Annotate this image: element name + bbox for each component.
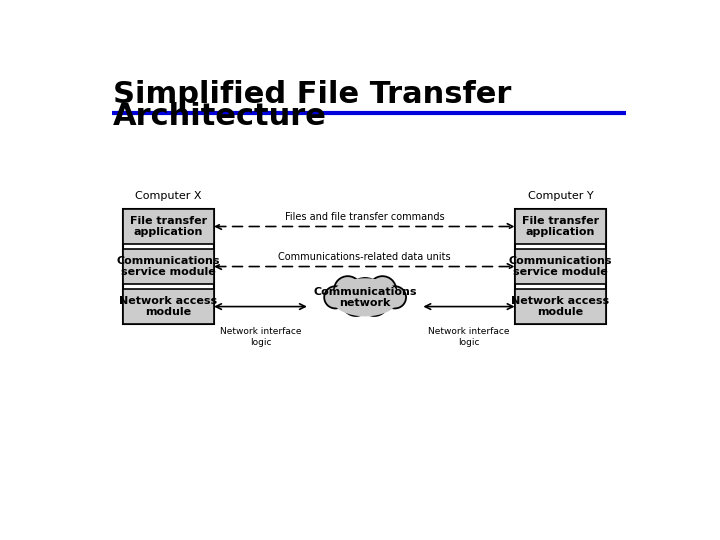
Circle shape xyxy=(334,276,361,303)
Text: Simplified File Transfer: Simplified File Transfer xyxy=(113,80,512,109)
Text: Network access
module: Network access module xyxy=(120,296,217,318)
FancyBboxPatch shape xyxy=(122,289,214,325)
Circle shape xyxy=(369,276,396,303)
Text: Communications
service module: Communications service module xyxy=(508,256,612,278)
Text: Communications
service module: Communications service module xyxy=(117,256,220,278)
FancyBboxPatch shape xyxy=(122,249,214,284)
Text: Architecture: Architecture xyxy=(113,102,327,131)
Text: Communications-related data units: Communications-related data units xyxy=(278,252,451,262)
Text: Computer Y: Computer Y xyxy=(528,191,593,201)
Circle shape xyxy=(342,289,369,316)
Text: File transfer
application: File transfer application xyxy=(130,215,207,237)
Circle shape xyxy=(384,286,406,308)
Text: Communications
network: Communications network xyxy=(313,287,417,308)
FancyBboxPatch shape xyxy=(515,249,606,284)
Text: File transfer
application: File transfer application xyxy=(522,215,599,237)
Text: Files and file transfer commands: Files and file transfer commands xyxy=(284,212,444,222)
Text: Network access
module: Network access module xyxy=(511,296,610,318)
Circle shape xyxy=(361,289,388,316)
Bar xyxy=(515,209,606,325)
Circle shape xyxy=(324,286,346,308)
Text: Network interface
logic: Network interface logic xyxy=(428,327,510,347)
Ellipse shape xyxy=(331,278,399,316)
FancyBboxPatch shape xyxy=(122,209,214,244)
Text: Network interface
logic: Network interface logic xyxy=(220,327,301,347)
FancyBboxPatch shape xyxy=(515,209,606,244)
FancyBboxPatch shape xyxy=(515,289,606,325)
Text: Computer X: Computer X xyxy=(135,191,202,201)
Circle shape xyxy=(348,278,382,313)
Bar xyxy=(122,209,214,325)
